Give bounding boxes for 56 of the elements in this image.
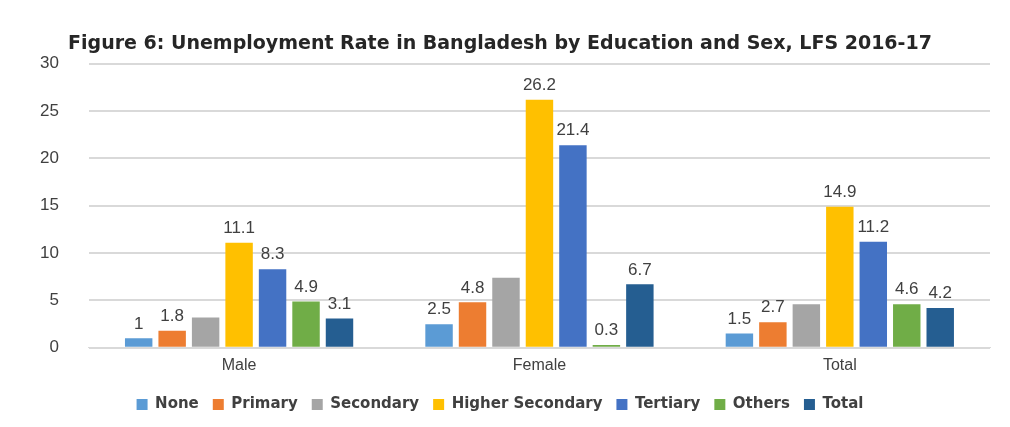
data-label: 8.3	[260, 244, 285, 264]
bar	[158, 330, 186, 347]
legend-label: None	[155, 394, 199, 413]
data-label: 0.3	[594, 320, 619, 340]
data-label: 4.9	[294, 276, 318, 296]
bar	[191, 317, 220, 347]
bar	[124, 338, 153, 347]
legend-label: Secondary	[330, 394, 420, 413]
y-tick-label: 15	[39, 195, 59, 215]
y-tick-label: 10	[39, 242, 59, 262]
data-label: 1.5	[727, 308, 752, 328]
data-label: 1	[133, 313, 144, 333]
y-tick-label: 5	[49, 290, 59, 310]
y-tick-label: 25	[39, 100, 59, 120]
data-label: 2.7	[761, 297, 785, 317]
bar	[725, 333, 754, 347]
data-label: 3.1	[327, 293, 352, 313]
data-label: 2.5	[427, 299, 451, 319]
bar	[926, 308, 954, 347]
bar	[258, 269, 287, 347]
bar	[626, 284, 654, 347]
y-tick-label: 30	[39, 53, 59, 73]
legend-label: Higher Secondary	[451, 394, 603, 413]
bar	[425, 324, 453, 347]
bar	[559, 145, 587, 347]
legend-label: Primary	[231, 394, 298, 413]
bar	[525, 99, 554, 347]
legend-label: Total	[822, 394, 864, 413]
bar	[225, 242, 253, 347]
x-tick-label: Female	[512, 355, 567, 373]
data-label: 11.1	[223, 217, 256, 237]
data-label: 26.2	[522, 74, 556, 94]
data-label: 4.2	[928, 283, 953, 303]
data-label: 1.8	[160, 305, 184, 325]
bar	[859, 241, 888, 347]
chart-title: Figure 6: Unemployment Rate in Bangladesh by Education and Sex, LFS 2016-17	[68, 31, 932, 54]
data-label: 4.6	[894, 279, 919, 299]
data-label: 6.7	[628, 259, 652, 279]
data-label: 4.8	[460, 277, 485, 297]
legend-label: Tertiary	[634, 394, 701, 413]
bar	[792, 304, 821, 347]
bar	[759, 322, 787, 347]
legend-label: Others	[732, 394, 791, 413]
y-tick-label: 0	[49, 337, 59, 357]
bar	[325, 318, 354, 347]
y-tick-label: 20	[39, 148, 59, 168]
bar	[292, 301, 320, 347]
data-label: 14.9	[823, 181, 857, 201]
data-label: 21.4	[556, 120, 590, 140]
x-tick-label: Total	[822, 355, 857, 373]
bar	[458, 302, 487, 347]
data-label: 11.2	[857, 216, 890, 236]
bar	[893, 304, 921, 347]
x-tick-label: Male	[221, 355, 257, 373]
bar	[826, 206, 854, 347]
bar	[492, 277, 520, 347]
